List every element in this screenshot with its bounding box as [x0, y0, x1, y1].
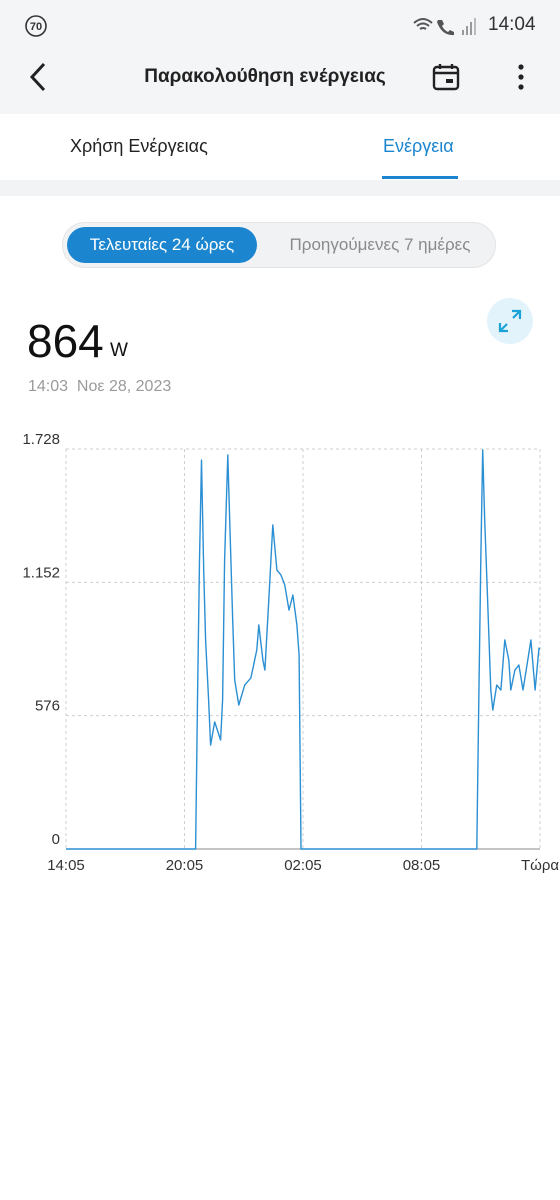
- app-bar: [0, 0, 560, 114]
- x-tick-label: 02:05: [284, 857, 322, 874]
- calendar-button[interactable]: [431, 62, 461, 92]
- tab-active[interactable]: Ενέργεια: [383, 136, 454, 156]
- data-line: [66, 449, 541, 850]
- x-tick-label: 08:05: [403, 857, 441, 874]
- x-tick-label: Τώρα: [521, 857, 559, 874]
- x-tick-label: 20:05: [166, 857, 204, 874]
- badge-text: 70: [30, 21, 42, 33]
- y-tick-label: 1.728: [22, 431, 60, 448]
- y-tick-label: 576: [35, 698, 60, 715]
- page-title: Παρακολούθηση ενέργειας: [144, 66, 386, 87]
- power-value: 864: [27, 315, 104, 367]
- expand-button[interactable]: [486, 297, 534, 345]
- clock: 14:04: [488, 14, 536, 35]
- power-unit: W: [110, 340, 128, 361]
- divider: [0, 180, 560, 196]
- toggle-active[interactable]: Τελευταίες 24 ώρες: [67, 227, 257, 263]
- tab-bar: [0, 114, 560, 180]
- toggle-option[interactable]: Προηγούμενες 7 ημέρες: [289, 235, 471, 254]
- y-tick-label: 1.152: [22, 564, 60, 581]
- x-tick-label: 14:05: [47, 857, 85, 874]
- more-button[interactable]: [512, 62, 530, 92]
- status-icons: [413, 18, 476, 36]
- back-button[interactable]: [26, 62, 50, 92]
- badge-icon: 70: [25, 15, 47, 37]
- chart: 0 576 1.152 1.728 14:05 20:05 02:05 08:05 Τώρα: [22, 431, 559, 874]
- tab-indicator: [382, 176, 458, 179]
- y-tick-label: 0: [52, 831, 60, 848]
- tab[interactable]: Χρήση Ενέργειας: [70, 136, 208, 156]
- timestamp: 14:03 Νοε 28, 2023: [28, 378, 172, 395]
